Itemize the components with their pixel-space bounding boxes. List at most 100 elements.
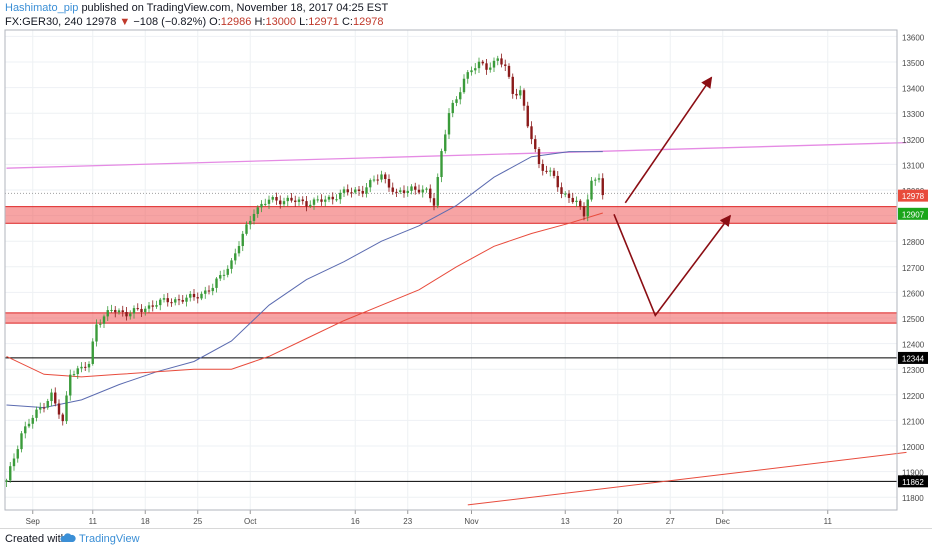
candle-body: [357, 189, 361, 191]
candle-body: [447, 113, 451, 135]
candle-body: [451, 102, 454, 114]
moving-average-fast: [6, 151, 603, 409]
candle-body: [260, 203, 263, 208]
tradingview-cloud-icon: [60, 531, 76, 550]
candle-body: [249, 220, 252, 225]
candle-body: [567, 193, 571, 198]
candle-body: [459, 92, 462, 100]
candle-body: [192, 293, 196, 298]
candle-body: [466, 72, 469, 79]
candle-body: [237, 246, 241, 254]
candle-body: [54, 392, 57, 404]
candle-body: [537, 149, 541, 164]
candle-body: [102, 316, 106, 324]
chart-header: Hashimato_pip published on TradingView.c…: [0, 0, 932, 30]
projection-arrow: [624, 76, 713, 204]
candle-body: [121, 310, 124, 313]
candle-body: [174, 299, 177, 303]
candle-body: [106, 310, 109, 317]
candle-body: [515, 93, 518, 96]
price-chart[interactable]: 11800 11900 12000 12100 12200 12300 12400 12500…: [0, 0, 932, 528]
candle-body: [594, 179, 597, 181]
candle-body: [316, 199, 319, 201]
header-publish-line: Hashimato_pip published on TradingView.c…: [5, 2, 388, 14]
candle-body: [155, 305, 158, 307]
level-price-label: 11862: [902, 478, 924, 487]
candle-body: [241, 233, 244, 247]
candle-body: [504, 64, 507, 66]
candle-body: [414, 186, 417, 190]
x-tick-label: Dec: [716, 517, 730, 526]
candle-body: [110, 309, 113, 311]
candle-body: [500, 58, 503, 65]
candle-body: [429, 188, 432, 199]
candle-body: [279, 200, 282, 205]
candle-body: [65, 395, 68, 422]
candle-body: [147, 305, 151, 309]
candle-body: [234, 253, 237, 261]
candle-body: [534, 139, 537, 150]
candle-body: [207, 290, 211, 292]
support-zone: [4, 206, 898, 224]
candle-body: [440, 151, 443, 178]
candle-body: [151, 305, 154, 307]
candle-body: [421, 189, 424, 193]
author-link[interactable]: Hashimato_pip: [5, 2, 79, 14]
tradingview-link[interactable]: TradingView: [79, 533, 140, 545]
candle-body: [474, 68, 477, 71]
candle-body: [282, 201, 286, 205]
footer: Created with TradingView: [0, 528, 932, 551]
candle-body: [571, 197, 574, 203]
candle-body: [177, 299, 181, 301]
candle-body: [601, 178, 604, 196]
y-tick-label: 12800: [902, 238, 925, 247]
candle-body: [46, 401, 49, 408]
price-tag-label: 12978: [902, 192, 925, 201]
candle-body: [489, 67, 492, 70]
candle-body: [444, 134, 447, 152]
candle-body: [39, 407, 42, 410]
support-zone: [4, 312, 898, 324]
y-tick-label: 11800: [902, 494, 924, 503]
candle-body: [222, 274, 226, 276]
support-zones: [4, 206, 898, 324]
y-tick-label: 12600: [902, 289, 925, 298]
y-tick-label: 12400: [902, 341, 925, 350]
candle-body: [99, 323, 102, 325]
low-value: 12971: [308, 16, 339, 28]
candle-body: [331, 196, 334, 200]
candle-body: [387, 178, 391, 188]
candle-body: [564, 193, 567, 195]
candle-body: [496, 58, 499, 61]
candle-body: [42, 407, 46, 409]
candle-body: [391, 187, 394, 192]
candle-body: [410, 186, 413, 191]
moving-averages: [6, 151, 603, 409]
candle-body: [365, 187, 368, 194]
candle-body: [230, 260, 233, 269]
candle-body: [384, 174, 387, 179]
candle-body: [526, 105, 529, 127]
candle-body: [87, 363, 91, 368]
axes: 11800 11900 12000 12100 12200 12300 12400 12500…: [4, 29, 928, 526]
x-tick-label: 11: [89, 517, 98, 526]
y-tick-label: 12500: [902, 315, 925, 324]
candle-body: [406, 190, 409, 193]
candle-body: [507, 65, 511, 77]
candle-body: [425, 188, 428, 190]
candles: [5, 53, 604, 487]
candle-body: [541, 163, 544, 171]
candle-body: [166, 298, 169, 303]
price-change: −108 (−0.82%): [133, 16, 207, 28]
close-value: 12978: [352, 16, 384, 28]
x-tick-label: 18: [141, 517, 150, 526]
candle-body: [61, 414, 64, 422]
candle-body: [372, 179, 376, 181]
candle-body: [399, 190, 402, 192]
open-value: 12986: [220, 16, 252, 28]
candle-body: [181, 300, 184, 302]
candle-body: [582, 206, 586, 217]
candle-body: [354, 189, 357, 193]
candle-body: [170, 302, 173, 304]
down-triangle-icon: ▼: [119, 16, 131, 28]
